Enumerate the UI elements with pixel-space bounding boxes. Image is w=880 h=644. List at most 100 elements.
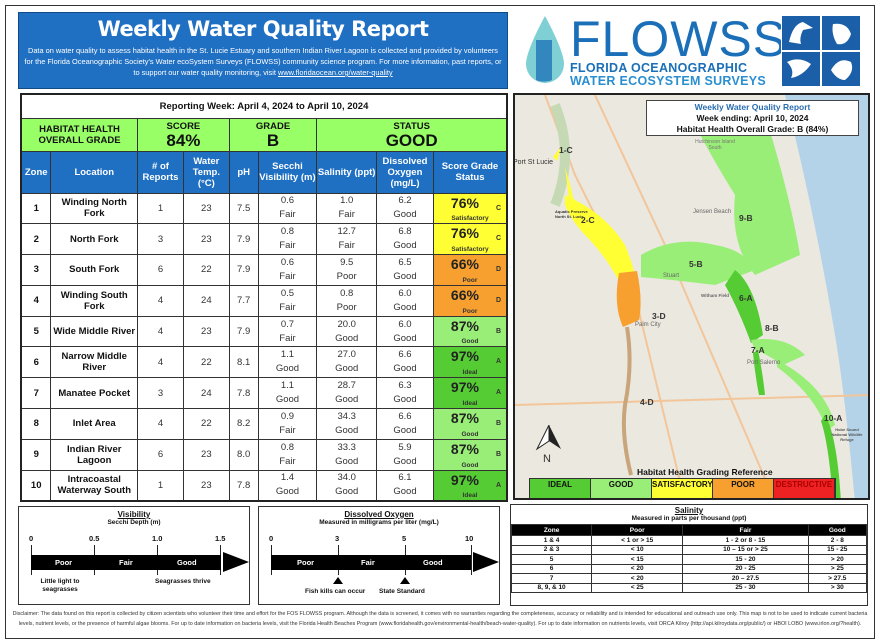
salinity-cell: < 20 [591, 563, 684, 574]
disclaimer: Disclaimer: The data found on this repor… [12, 611, 868, 627]
cell-location: Winding North Fork [50, 192, 139, 225]
status-value: Ideal [462, 369, 478, 377]
zone-label: 7-A [751, 345, 765, 355]
cell-location: Wide Middle River [50, 315, 139, 348]
cell-secchi: 1.1 Good [257, 377, 318, 410]
secchi-rating: Fair [279, 332, 296, 344]
oxygen-bar [271, 555, 471, 570]
cell-do: 6.6 Good [376, 346, 434, 379]
status-value: Satisfactory [451, 246, 489, 254]
salinity-cell: 2 - 8 [807, 535, 868, 546]
cell-sal: 20.0 Good [316, 315, 378, 348]
place-label: Jensen Beach [693, 209, 732, 215]
table-row: 6 Narrow Middle River 4 22 8.1 1.1 Good 27.0 Goo… [20, 346, 508, 379]
cell-score: 87% B Good [432, 315, 508, 348]
salinity-row: 1 & 4 < 1 or > 15 1 - 2 or 8 - 15 2 - 8 [510, 535, 868, 546]
zone-label: 1-C [559, 145, 573, 155]
cell-location: Intracoastal Waterway South [50, 469, 139, 502]
cell-temp: 23 [182, 438, 230, 471]
sal-rating: Fair [338, 209, 355, 221]
cell-do: 6.6 Good [376, 408, 434, 440]
cell-ph: 8.2 [228, 408, 259, 440]
cell-secchi: 0.7 Fair [257, 315, 318, 348]
do-value: 6.8 [398, 226, 412, 238]
salinity-cell: 7 [510, 573, 593, 584]
legend-item: DESTRUCTIVEF (50 - 59) [774, 479, 835, 498]
cell-reports: 3 [137, 223, 184, 256]
salinity-row: 5 < 15 15 - 20 > 20 [510, 554, 868, 565]
report-description: Data on water quality to assess habitat … [24, 46, 502, 77]
legend-item: GOODB (80 - 89) [591, 479, 652, 498]
cell-reports: 6 [137, 254, 184, 286]
column-header: Zone [20, 150, 52, 194]
cell-temp: 22 [182, 408, 230, 440]
cell-sal: 0.8 Poor [316, 284, 378, 317]
report-header: Weekly Water Quality Report Data on wate… [18, 12, 508, 89]
zone-label: 3-D [652, 311, 666, 321]
zone-label: 10-A [824, 413, 843, 423]
marker-icon [333, 577, 343, 584]
cell-score: 97% A Ideal [432, 469, 508, 502]
salinity-cell: > 30 [807, 582, 868, 593]
water-quality-link[interactable]: www.floridaocean.org/water-quality [278, 68, 393, 77]
sal-rating: Good [335, 424, 359, 436]
cell-location: North Fork [50, 223, 139, 256]
cell-temp: 24 [182, 284, 230, 317]
cell-reports: 1 [137, 469, 184, 502]
visibility-scale: Visibility Secchi Depth (m) 0 0.5 1.0 1.… [18, 506, 250, 605]
table-row: 4 Winding South Fork 4 24 7.7 0.5 Fair 0.8 Poor 6… [20, 284, 508, 317]
salinity-cell: > 27.5 [807, 573, 868, 584]
cell-zone: 4 [20, 284, 52, 317]
cell-do: 6.8 Good [376, 223, 434, 256]
secchi-rating: Fair [279, 301, 296, 313]
salinity-cell: 20 – 27.5 [682, 573, 809, 584]
cell-score: 76% C Satisfactory [432, 192, 508, 225]
salinity-header: Fair [682, 524, 809, 536]
salinity-cell: 5 [510, 554, 593, 565]
sal-value: 34.3 [337, 410, 356, 422]
table-row: 2 North Fork 3 23 7.9 0.8 Fair 12.7 Fair 6.8 Good 7… [20, 223, 508, 256]
salinity-row: 8, 9, & 10 < 25 25 - 30 > 30 [510, 582, 868, 593]
cell-zone: 6 [20, 346, 52, 379]
zone-label: 5-B [689, 259, 703, 269]
do-rating: Good [393, 455, 417, 467]
sal-rating: Poor [336, 270, 357, 282]
score-value: 97% [450, 348, 479, 365]
grade-value: C [495, 204, 501, 212]
north-label: N [543, 453, 551, 465]
map-info-box: Weekly Water Quality Report Week ending:… [646, 100, 859, 136]
sal-value: 27.0 [337, 349, 356, 361]
table-row: 7 Manatee Pocket 3 24 7.8 1.1 Good 28.7 Good 6.3 G… [20, 377, 508, 410]
cell-location: Narrow Middle River [50, 346, 139, 379]
do-value: 6.6 [398, 349, 412, 361]
zone-label: 9-B [739, 213, 753, 223]
secchi-rating: Fair [279, 424, 296, 436]
cell-sal: 12.7 Fair [316, 223, 378, 256]
table-row: 9 Indian River Lagoon 6 23 8.0 0.8 Fair 33.3 Goo… [20, 438, 508, 471]
score-value: 66% [450, 286, 479, 303]
do-rating: Good [393, 363, 417, 375]
arrow-icon [223, 552, 249, 572]
cell-reports: 4 [137, 315, 184, 348]
secchi-value: 0.8 [280, 441, 295, 453]
sal-rating: Poor [336, 301, 357, 313]
cell-secchi: 0.5 Fair [257, 284, 318, 317]
grade-value: A [495, 358, 501, 366]
cell-sal: 28.7 Good [316, 377, 378, 410]
salinity-cell: 8, 9, & 10 [510, 582, 593, 593]
cell-reports: 1 [137, 192, 184, 225]
cell-location: South Fork [50, 254, 139, 286]
do-value: 6.0 [398, 287, 412, 299]
cell-reports: 3 [137, 377, 184, 410]
salinity-row: 2 & 3 < 10 10 – 15 or > 25 15 - 25 [510, 544, 868, 555]
salinity-cell: < 10 [591, 544, 684, 555]
do-value: 6.5 [398, 256, 412, 268]
cell-score: 66% D Poor [432, 284, 508, 317]
do-rating: Good [393, 301, 417, 313]
salinity-cell: < 25 [591, 582, 684, 593]
secchi-rating: Good [275, 363, 300, 375]
column-header: Dissolved Oxygen (mg/L) [376, 150, 434, 194]
secchi-rating: Good [275, 486, 300, 498]
secchi-value: 0.8 [280, 226, 295, 238]
secchi-value: 0.7 [280, 318, 295, 330]
